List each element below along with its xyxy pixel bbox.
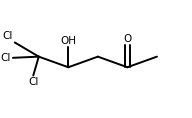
- Text: Cl: Cl: [28, 77, 38, 87]
- Text: Cl: Cl: [1, 53, 11, 63]
- Text: Cl: Cl: [2, 31, 13, 41]
- Text: O: O: [123, 34, 132, 44]
- Text: OH: OH: [60, 36, 76, 46]
